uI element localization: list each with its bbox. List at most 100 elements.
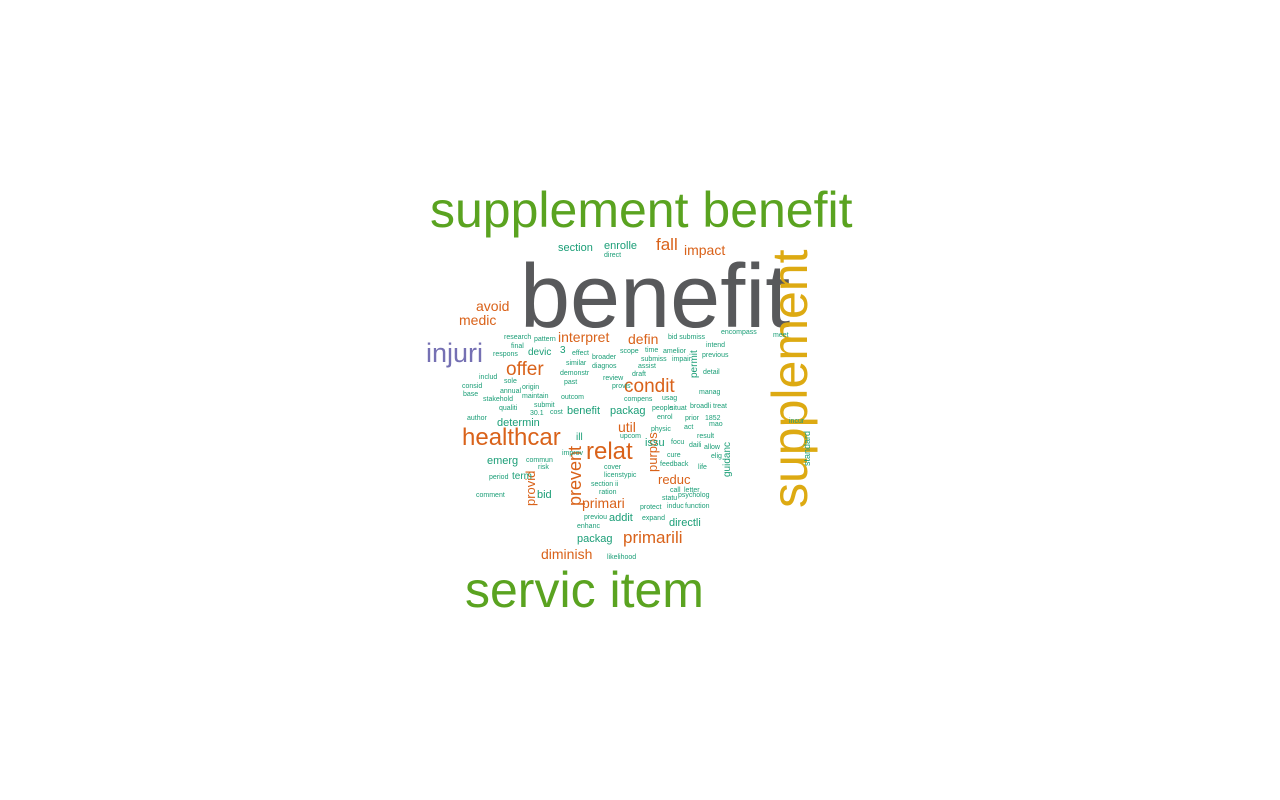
word-30-1: 30.1 <box>530 410 544 417</box>
word-life: life <box>698 464 707 471</box>
word-submit: submit <box>534 402 555 409</box>
word-avoid: avoid <box>476 298 510 314</box>
word-commun: commun <box>526 457 553 464</box>
word-directli: directli <box>669 517 701 529</box>
word-ration: ration <box>599 489 617 496</box>
word-manag: manag <box>699 389 721 396</box>
word-improv: improv <box>562 450 584 457</box>
word-upcom: upcom <box>620 433 642 440</box>
word-comment: comment <box>476 492 505 499</box>
word-section-ii: section ii <box>591 481 619 488</box>
word-previou: previou <box>584 514 607 521</box>
word-draft: draft <box>632 371 647 378</box>
word-submiss: submiss <box>641 356 667 363</box>
word-previous: previous <box>702 352 729 359</box>
word-servic-item: servic item <box>465 562 704 618</box>
word-bid: bid <box>537 489 552 501</box>
word-section: section <box>558 242 593 254</box>
word-includ: includ <box>479 374 498 381</box>
word-impair: impair <box>672 356 692 363</box>
word-addit: addit <box>609 512 633 524</box>
word-enrolle: enrolle <box>604 240 638 252</box>
word-risk: risk <box>538 464 549 471</box>
word-statu: statu <box>662 495 678 502</box>
word-enhanc: enhanc <box>577 523 600 530</box>
word-daili: daili <box>689 442 702 449</box>
word-letter: letter <box>684 487 700 494</box>
word-expand: expand <box>642 515 665 522</box>
word-review: review <box>603 375 624 382</box>
word-defin: defin <box>628 331 659 347</box>
word-broadli: broadli <box>690 403 712 410</box>
word-act: act <box>684 424 694 431</box>
word-effect: effect <box>572 350 589 357</box>
word-provis: provis <box>612 383 631 390</box>
word-treat: treat <box>713 403 728 410</box>
word-healthcar: healthcar <box>462 424 561 451</box>
word-diagnos: diagnos <box>592 363 617 370</box>
word-induc: induc <box>667 503 684 510</box>
word-past: past <box>564 379 578 386</box>
word-period: period <box>489 474 509 481</box>
word-compens: compens <box>624 396 653 403</box>
word-focu: focu <box>671 439 685 446</box>
word-cost: cost <box>550 409 563 416</box>
word-diminish: diminish <box>541 546 593 562</box>
word-util: util <box>618 419 636 435</box>
word-broader: broader <box>592 354 617 361</box>
word-amelior: amelior <box>663 348 686 355</box>
word-supplement: supplement <box>762 249 818 509</box>
word-benefit: benefit <box>567 405 601 417</box>
word-benefit: benefit <box>520 247 791 347</box>
word-mao: mao <box>709 421 723 428</box>
word-qualiti: qualiti <box>499 405 518 412</box>
word-base: base <box>463 391 479 398</box>
word-offer: offer <box>506 359 544 380</box>
word-incur: incur <box>789 418 805 425</box>
word-primari: primari <box>582 495 625 511</box>
word-result: result <box>697 433 715 440</box>
word-relat: relat <box>586 438 633 465</box>
word-stakehold: stakehold <box>483 396 513 403</box>
word-research: research <box>504 334 532 341</box>
word-reduc: reduc <box>658 472 691 487</box>
word-permit: permit <box>689 350 700 378</box>
word-origin: origin <box>522 384 540 391</box>
word-sole: sole <box>504 378 517 385</box>
word-physic: physic <box>651 426 671 433</box>
word-respons: respons <box>493 351 518 358</box>
word-situat: situat <box>670 405 687 412</box>
word-call: call <box>670 487 681 494</box>
word-emerg: emerg <box>487 455 519 467</box>
word-guidanc: guidanc <box>722 441 733 477</box>
word-packag: packag <box>610 405 646 417</box>
word-demonstr: demonstr <box>560 370 590 377</box>
word-annual: annual <box>500 388 522 395</box>
word-condit: condit <box>624 376 675 397</box>
word-people: people <box>652 405 674 412</box>
word-cure: cure <box>667 452 681 459</box>
word-ill: ill <box>576 432 583 443</box>
word-packag: packag <box>577 533 613 545</box>
word-final: final <box>511 343 524 350</box>
word-term: term <box>512 471 532 482</box>
word-likelihood: likelihood <box>607 554 637 561</box>
word-cover: cover <box>604 464 622 471</box>
word-injuri: injuri <box>426 338 484 368</box>
word-direct: direct <box>604 252 622 259</box>
word-outcom: outcom <box>561 394 584 401</box>
word-standard: standard <box>802 430 812 466</box>
word-scope: scope <box>620 348 639 355</box>
word-author: author <box>467 415 487 422</box>
word-enrol: enrol <box>657 414 673 421</box>
word-consid: consid <box>462 383 483 390</box>
word-allow: allow <box>704 444 720 451</box>
word-encompass: encompass <box>721 329 757 336</box>
word-fall: fall <box>656 235 678 254</box>
word-issu: issu <box>645 437 665 449</box>
word-medic: medic <box>459 312 497 328</box>
word-primarili: primarili <box>623 528 683 547</box>
word-pattern: pattern <box>534 336 556 343</box>
word-licens: licens <box>604 472 622 479</box>
word-supplement-benefit: supplement benefit <box>430 182 853 238</box>
